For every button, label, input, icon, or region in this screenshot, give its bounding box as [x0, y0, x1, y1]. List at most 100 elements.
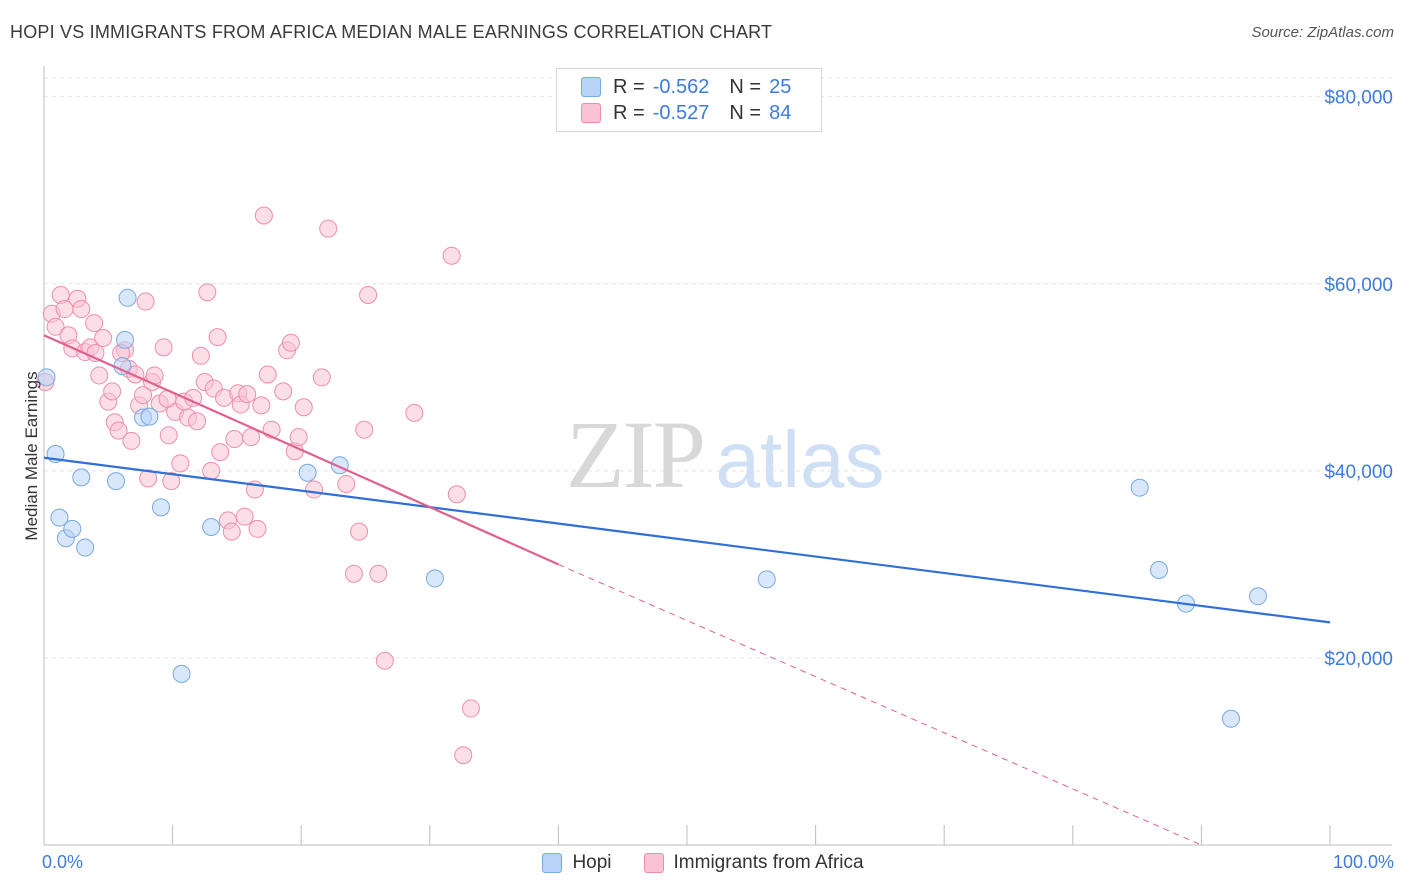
hopi-point: [107, 472, 126, 491]
africa-point: [461, 699, 480, 718]
y-tick-label: $20,000: [1324, 649, 1393, 670]
africa-point: [202, 461, 221, 480]
hopi-point: [50, 508, 69, 527]
africa-point: [211, 443, 230, 462]
hopi-point: [1248, 587, 1267, 606]
hopi-point: [116, 330, 135, 349]
legend-row-africa: R = -0.527 N = 84: [581, 100, 791, 126]
africa-point: [454, 746, 473, 765]
bottom-legend: Hopi Immigrants from Africa: [0, 852, 1406, 874]
africa-point: [350, 522, 369, 541]
africa-point: [225, 430, 244, 449]
africa-point: [442, 246, 461, 265]
watermark-zip: ZIP: [566, 401, 704, 508]
africa-point: [337, 474, 356, 493]
africa-point: [289, 428, 308, 447]
africa-point: [72, 300, 91, 319]
africa-point: [139, 469, 158, 488]
x-axis-min-label: 0.0%: [42, 852, 84, 872]
hopi-point: [37, 368, 56, 387]
africa-point: [159, 426, 178, 445]
legend-r-label: R =: [613, 101, 645, 124]
africa-point: [248, 519, 267, 538]
legend-n-value-africa: 84: [769, 101, 792, 124]
y-tick-label: $60,000: [1324, 275, 1393, 296]
africa-point: [154, 338, 173, 357]
africa-point: [319, 219, 338, 238]
africa-point: [312, 368, 331, 387]
hopi-point: [118, 288, 137, 307]
africa-point: [122, 431, 141, 450]
legend-swatch-africa: [581, 103, 601, 123]
africa-point: [238, 385, 257, 404]
africa-point: [242, 428, 261, 447]
africa-trend-line: [43, 334, 559, 566]
africa-point: [294, 398, 313, 417]
hopi-point: [1130, 478, 1149, 497]
hopi-point: [1221, 709, 1240, 728]
hopi-point: [298, 463, 317, 482]
africa-point: [252, 396, 271, 415]
bottom-legend-africa[interactable]: Immigrants from Africa: [643, 852, 864, 874]
hopi-point: [152, 498, 171, 517]
y-axis-label: Median Male Earnings: [22, 371, 41, 541]
hopi-point: [202, 517, 221, 536]
y-tick-label: $80,000: [1324, 88, 1393, 109]
legend-n-label: N =: [729, 75, 762, 98]
africa-point: [94, 329, 113, 348]
africa-point: [254, 206, 273, 225]
africa-point: [191, 346, 210, 365]
chart-title: HOPI VS IMMIGRANTS FROM AFRICA MEDIAN MA…: [10, 22, 773, 42]
africa-point: [90, 366, 109, 385]
legend-row-hopi: R = -0.562 N = 25: [581, 74, 791, 100]
legend-n-value-hopi: 25: [769, 75, 792, 98]
source-label: Source: ZipAtlas.com: [1251, 24, 1394, 41]
africa-point: [375, 651, 394, 670]
bottom-legend-hopi[interactable]: Hopi: [542, 852, 612, 874]
africa-point: [359, 286, 378, 305]
africa-point: [258, 365, 277, 384]
africa-point: [447, 485, 466, 504]
watermark-atlas: atlas: [716, 415, 885, 504]
hopi-trend-line: [43, 456, 1331, 624]
africa-point: [188, 412, 207, 431]
trend-layer: [43, 334, 1331, 846]
bottom-legend-label-hopi: Hopi: [572, 852, 612, 873]
bottom-legend-swatch-hopi: [542, 853, 563, 873]
africa-point: [222, 522, 241, 541]
africa-point: [274, 382, 293, 401]
hopi-point: [425, 569, 444, 588]
africa-point: [85, 314, 104, 333]
bottom-legend-swatch-africa: [643, 853, 664, 873]
africa-point: [162, 472, 181, 491]
legend-r-value-africa: -0.527: [652, 101, 710, 124]
hopi-point: [72, 468, 91, 487]
africa-point: [134, 386, 153, 405]
hopi-point: [76, 538, 95, 557]
hopi-point: [172, 664, 191, 683]
legend-n-label: N =: [729, 101, 762, 124]
africa-points: [36, 206, 480, 765]
hopi-point: [1149, 561, 1168, 580]
bottom-legend-label-africa: Immigrants from Africa: [673, 852, 864, 873]
africa-trend-extension: [558, 563, 1202, 846]
hopi-points: [37, 288, 1267, 728]
africa-point: [405, 403, 424, 422]
hopi-point: [140, 407, 159, 426]
africa-point: [103, 382, 122, 401]
africa-point: [281, 333, 300, 352]
x-axis-max-label: 100.0%: [1332, 852, 1394, 872]
legend-r-value-hopi: -0.562: [652, 75, 710, 98]
africa-point: [171, 454, 190, 473]
watermark: ZIP atlas: [566, 401, 884, 508]
y-tick-labels: $20,000 $40,000 $60,000 $80,000: [1324, 88, 1393, 670]
africa-point: [369, 564, 388, 583]
grid-layer: [44, 77, 1392, 659]
y-tick-label: $40,000: [1324, 462, 1393, 483]
africa-point: [109, 421, 128, 440]
axis-layer: [43, 66, 1392, 846]
hopi-point: [757, 570, 776, 589]
africa-point: [198, 283, 217, 302]
legend-swatch-hopi: [581, 77, 601, 97]
